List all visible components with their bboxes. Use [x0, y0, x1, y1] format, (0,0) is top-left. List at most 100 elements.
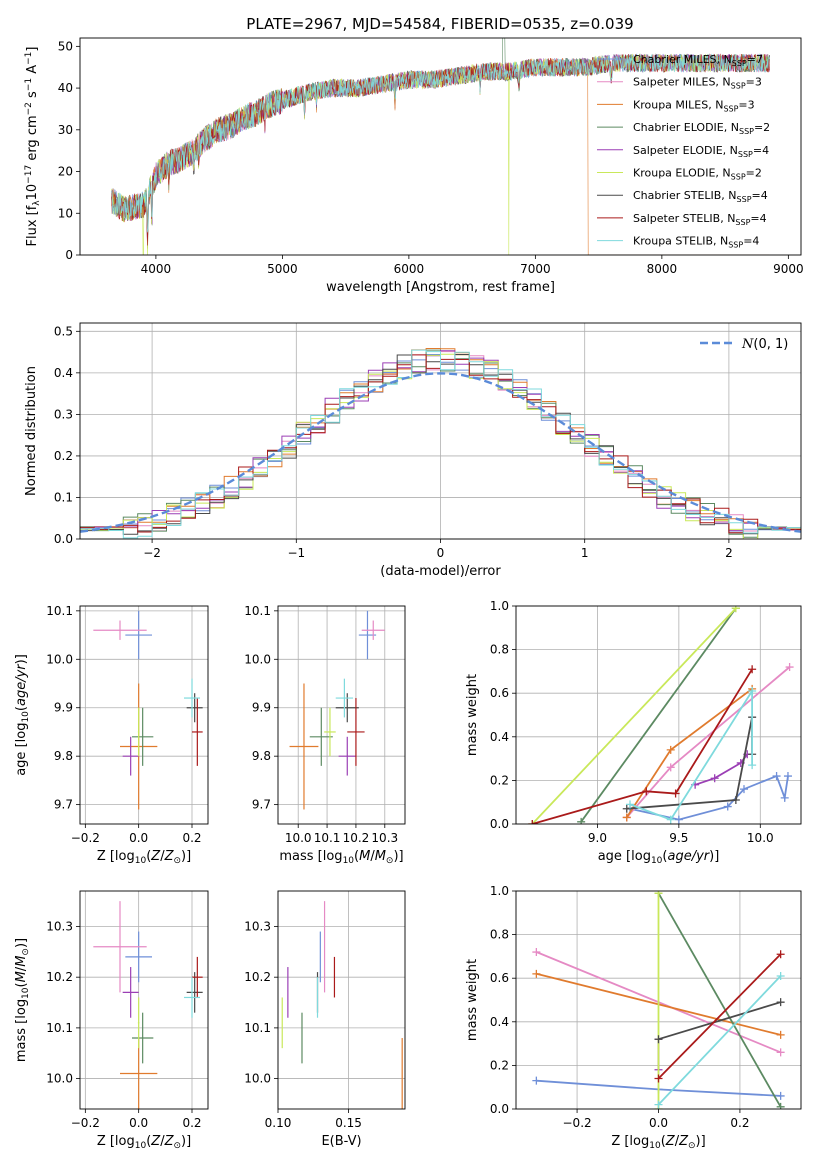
panel-mass-weight-vs-age: 9.0 9.5 10.0 0.0 0.2 0.4 0.6 0.8 1.0 age [log10(a… — [465, 599, 802, 866]
y-tick-label: 0.0 — [490, 817, 509, 831]
y-tick-label: 10 — [58, 206, 73, 220]
x-tick-label: 10.0 — [285, 831, 312, 845]
axes-frame — [79, 37, 802, 256]
weight-marker — [748, 761, 757, 770]
y-tick-label: 10.3 — [46, 919, 73, 933]
errorbar-point — [335, 678, 354, 718]
panel-residual-histogram: −2 −1 0 1 2 0.0 0.1 0.2 0.3 0.4 0.5 (data-model)/er… — [24, 322, 802, 579]
y-tick-label: 0.2 — [490, 773, 509, 787]
weight-marker — [674, 815, 683, 824]
normal-reference-curve — [80, 372, 801, 533]
legend-entry: Chabrier STELIB, NSSP=4 — [633, 189, 768, 204]
y-axis-label: Normed distribution — [24, 366, 39, 496]
x-tick-label: 0.2 — [730, 1116, 749, 1130]
y-tick-label: 10.1 — [46, 1021, 73, 1035]
errorbar-point — [137, 997, 140, 1049]
legend-entry: N(0, 1) — [741, 337, 788, 352]
y-tick-label: 1.0 — [490, 599, 509, 613]
y-tick-label: 20 — [58, 165, 73, 179]
weight-marker — [528, 820, 537, 824]
errorbar-point — [132, 707, 154, 766]
plot-area — [93, 901, 203, 1109]
errorbar-point — [347, 698, 365, 766]
weight-marker — [654, 1074, 663, 1083]
y-tick-label: 9.7 — [54, 798, 73, 812]
x-tick-label: 9000 — [773, 262, 804, 276]
x-tick-label: 0.0 — [129, 831, 148, 845]
weight-marker — [776, 1048, 785, 1057]
y-tick-label: 10.0 — [244, 652, 271, 666]
weight-marker — [748, 687, 757, 696]
x-axis-label: age [log10(age/yr)] — [598, 849, 720, 866]
weight-marker — [748, 665, 757, 674]
x-axis-label: Z [log10(Z/Z⊙)] — [97, 1134, 191, 1151]
x-axis-label: Z [log10(Z/Z⊙)] — [611, 1134, 705, 1151]
weight-marker — [622, 804, 631, 813]
y-tick-label: 0.4 — [490, 730, 509, 744]
y-tick-label: 0.1 — [54, 490, 73, 504]
legend-entry: Chabrier MILES, NSSP=7 — [633, 53, 763, 68]
weight-marker — [776, 972, 785, 981]
y-tick-label: 0.4 — [54, 366, 73, 380]
legend: Chabrier MILES, NSSP=7 Salpeter MILES, NS… — [597, 53, 770, 250]
weight-marker — [710, 774, 719, 783]
panel-spectrum: 4000 5000 6000 7000 8000 9000 0 10 20 30 40 50 wavel… — [24, 37, 804, 295]
x-axis-label: Z [log10(Z/Z⊙)] — [97, 849, 191, 866]
weight-marker — [666, 815, 675, 824]
y-tick-label: 0.8 — [490, 928, 509, 942]
errorbar-point — [132, 1012, 154, 1064]
y-tick-label: 0.2 — [490, 1058, 509, 1072]
errorbar-point — [125, 610, 152, 660]
weight-marker — [622, 813, 631, 822]
x-tick-label: 10.1 — [314, 831, 341, 845]
y-axis-label: Flux [fλ10−17 erg cm−2 s−1 A−1] — [24, 47, 42, 247]
weight-marker — [666, 745, 675, 754]
y-tick-label: 0.3 — [54, 407, 73, 421]
weight-marker — [783, 772, 792, 781]
weight-series-6 — [658, 1001, 781, 1041]
errorbar-point — [122, 736, 139, 776]
axes-frame — [79, 605, 209, 825]
x-tick-label: 4000 — [141, 262, 172, 276]
weight-marker — [642, 787, 651, 796]
x-tick-label: 10.3 — [371, 831, 398, 845]
x-tick-label: 7000 — [520, 262, 551, 276]
weight-marker — [776, 1091, 785, 1100]
panel-mass-weight-vs-Z: −0.2 0.0 0.2 0.0 0.2 0.4 0.6 0.8 1.0 Z [log10(Z/Z… — [465, 884, 802, 1151]
y-tick-label: 0.4 — [490, 1015, 509, 1029]
y-tick-label: 0.2 — [54, 449, 73, 463]
x-tick-label: 5000 — [267, 262, 298, 276]
errorbar-point — [184, 678, 200, 718]
y-tick-label: 0.0 — [490, 1102, 509, 1116]
y-tick-label: 0.8 — [490, 643, 509, 657]
x-tick-label: 10.2 — [343, 831, 370, 845]
x-tick-label: 9.0 — [588, 831, 607, 845]
weight-series-7 — [532, 668, 753, 824]
x-tick-label: 2 — [725, 546, 733, 560]
errorbar-point — [137, 707, 140, 757]
x-tick-label: −2 — [143, 546, 161, 560]
y-tick-label: 40 — [58, 81, 73, 95]
plot-area — [281, 901, 403, 1109]
y-tick-label: 10.0 — [46, 1072, 73, 1086]
y-tick-label: 10.2 — [46, 970, 73, 984]
legend-entry: Kroupa ELODIE, NSSP=2 — [633, 167, 762, 182]
panel-mass-vs-Z: −0.2 0.0 0.2 10.0 10.1 10.2 10.3 Z [log10(Z/Z⊙)… — [14, 890, 209, 1151]
legend-entry: Salpeter ELODIE, NSSP=4 — [633, 144, 769, 159]
weight-series-8 — [657, 975, 782, 1106]
y-tick-label: 1.0 — [490, 884, 509, 898]
y-tick-label: 10.1 — [244, 604, 271, 618]
errorbar-point — [186, 972, 203, 1013]
plot-area — [80, 348, 801, 539]
y-tick-label: 0.6 — [490, 971, 509, 985]
weight-marker — [654, 1035, 663, 1044]
y-tick-label: 10.3 — [244, 919, 271, 933]
legend-entry: Salpeter MILES, NSSP=3 — [633, 76, 762, 91]
y-tick-label: 0 — [65, 248, 73, 262]
weight-marker — [776, 998, 785, 1007]
weight-series-3 — [657, 892, 782, 1108]
x-tick-label: −1 — [287, 546, 305, 560]
weight-marker — [626, 800, 634, 809]
x-axis-label: wavelength [Angstrom, rest frame] — [326, 280, 555, 295]
